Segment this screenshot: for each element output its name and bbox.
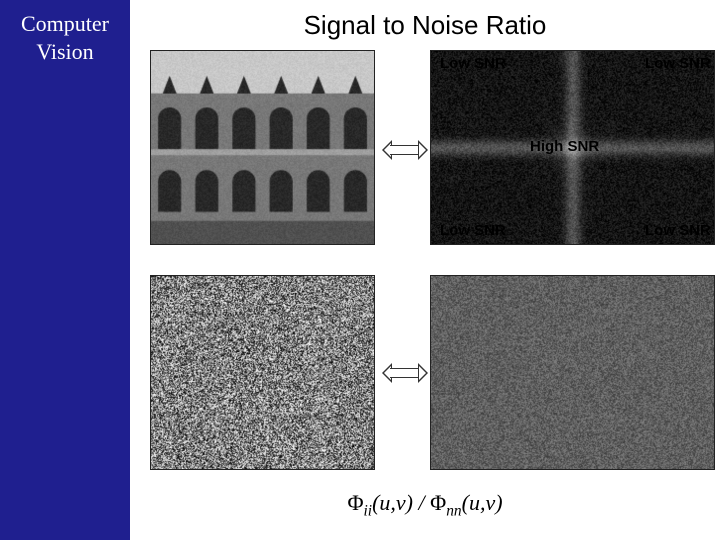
double-arrow-icon: [382, 363, 428, 383]
label-low-snr: Low SNR: [440, 222, 506, 239]
sidebar-line1: Computer: [21, 11, 109, 36]
formula-sub1: ii: [364, 502, 373, 519]
page-title: Signal to Noise Ratio: [130, 10, 720, 41]
label-low-snr: Low SNR: [440, 55, 506, 72]
label-high-snr: High SNR: [530, 138, 599, 155]
image-white-noise: [150, 275, 375, 470]
formula: Φii(u,v) / Φnn(u,v): [130, 490, 720, 520]
formula-sep: /: [413, 490, 430, 515]
image-building: [150, 50, 375, 245]
label-low-snr: Low SNR: [645, 55, 711, 72]
label-low-snr: Low SNR: [645, 222, 711, 239]
sidebar-line2: Vision: [36, 39, 93, 64]
double-arrow-icon: [382, 140, 428, 160]
sidebar: Computer Vision: [0, 0, 130, 540]
sidebar-title: Computer Vision: [0, 10, 130, 65]
formula-args1: (u,v): [372, 490, 413, 515]
formula-sub2: nn: [446, 502, 461, 519]
image-gray-noise: [430, 275, 715, 470]
formula-args2: (u,v): [462, 490, 503, 515]
content-area: Signal to Noise Ratio Low SNR Low SNR Hi…: [130, 0, 720, 540]
